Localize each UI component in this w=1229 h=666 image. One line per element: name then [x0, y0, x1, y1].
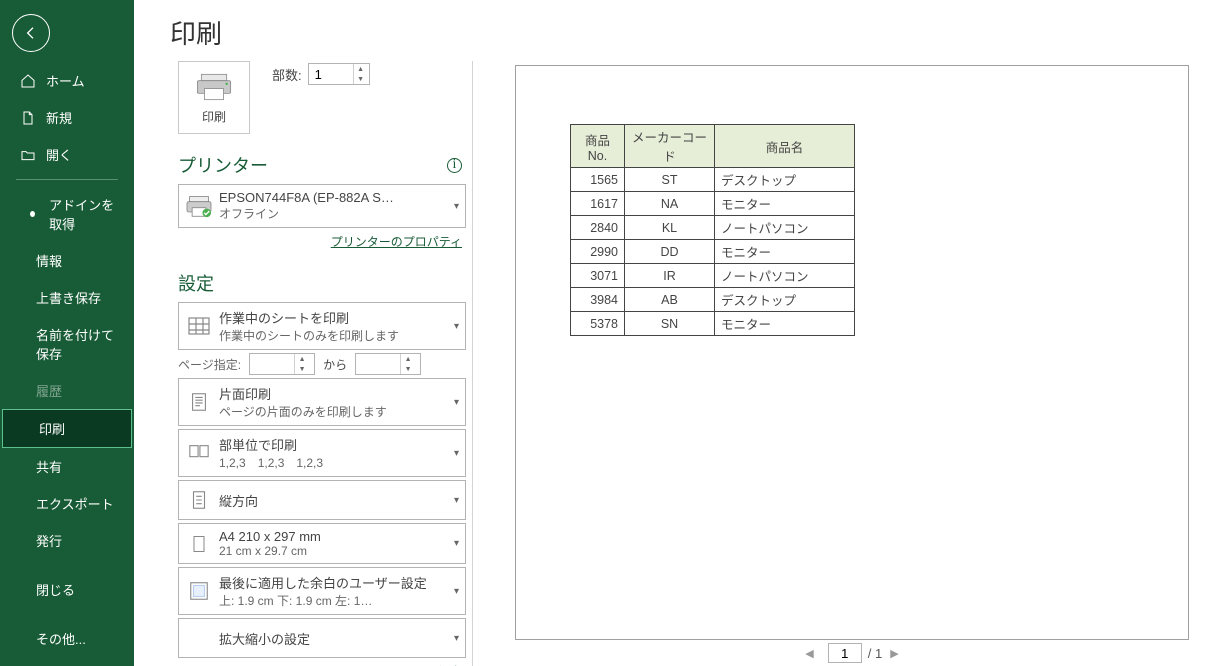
spin-down-icon[interactable]: ▼ [354, 74, 368, 84]
printer-icon [195, 72, 233, 102]
chevron-down-icon: ▾ [454, 586, 459, 597]
sidebar-label: ホーム [46, 71, 85, 90]
sidebar-item-saveas[interactable]: 名前を付けて保存 [0, 316, 134, 372]
content-area: 印刷 印刷 [134, 0, 1229, 666]
preview-table: 商品No.メーカーコード商品名1565STデスクトップ1617NAモニター284… [570, 124, 855, 336]
printer-section-label: プリンター i [178, 152, 470, 178]
sidebar-item-more[interactable]: その他... [0, 620, 134, 657]
sidebar-item-new[interactable]: 新規 [0, 99, 134, 136]
spin-up-icon[interactable]: ▲ [354, 64, 368, 74]
preview-panel: 商品No.メーカーコード商品名1565STデスクトップ1617NAモニター284… [475, 61, 1229, 666]
next-page-icon[interactable]: ▶ [882, 647, 906, 660]
copies-label: 部数: [272, 65, 302, 84]
sidebar-item-close[interactable]: 閉じる [0, 571, 134, 608]
page-from-input[interactable] [250, 354, 294, 374]
sidebar-label: 開く [46, 145, 72, 164]
copies-input[interactable] [309, 64, 353, 84]
printer-name: EPSON744F8A (EP-882A S… [219, 190, 448, 205]
chevron-down-icon: ▾ [454, 321, 459, 332]
duplex-select[interactable]: 片面印刷 ページの片面のみを印刷します ▾ [178, 378, 466, 426]
sidebar-item-save[interactable]: 上書き保存 [0, 279, 134, 316]
sidebar-item-export[interactable]: エクスポート [0, 485, 134, 522]
paper-size-select[interactable]: A4 210 x 297 mm 21 cm x 29.7 cm ▾ [178, 523, 466, 564]
paper-icon [185, 530, 213, 558]
sidebar-label: 新規 [46, 108, 72, 127]
orientation-select[interactable]: 縦方向 ▾ [178, 480, 466, 520]
page-total: / 1 [868, 646, 882, 661]
printer-properties-link[interactable]: プリンターのプロパティ [331, 235, 462, 249]
chevron-down-icon: ▾ [454, 448, 459, 459]
page-to-spinbox[interactable]: ▲▼ [355, 353, 421, 375]
printer-select[interactable]: EPSON744F8A (EP-882A S… オフライン ▾ [178, 184, 466, 228]
chevron-down-icon: ▾ [454, 397, 459, 408]
back-button[interactable] [12, 14, 50, 52]
printer-status: オフライン [219, 205, 448, 222]
page-to-input[interactable] [356, 354, 400, 374]
copies-spinbox[interactable]: ▲▼ [308, 63, 370, 85]
chevron-down-icon: ▾ [454, 495, 459, 506]
chevron-down-icon: ▾ [454, 538, 459, 549]
scaling-select[interactable]: 拡大縮小の設定 ▾ [178, 618, 466, 658]
sidebar-item-info[interactable]: 情報 [0, 242, 134, 279]
prev-page-icon[interactable]: ◀ [797, 647, 821, 660]
backstage-sidebar: ホーム 新規 開く アドインを取得 情報 上書き保存 名前を付けて保存 履歴 印… [0, 0, 134, 666]
sidebar-item-print[interactable]: 印刷 [2, 409, 132, 448]
margin-select[interactable]: 最後に適用した余白のユーザー設定 上: 1.9 cm 下: 1.9 cm 左: … [178, 567, 466, 615]
printer-online-icon [185, 192, 213, 220]
page-range-label: ページ指定: [178, 356, 241, 373]
chevron-down-icon: ▾ [454, 633, 459, 644]
pager: ◀ / 1 ▶ [475, 640, 1229, 666]
sidebar-item-open[interactable]: 開く [0, 136, 134, 173]
sidebar-item-addins[interactable]: アドインを取得 [0, 186, 134, 242]
collate-select[interactable]: 部単位で印刷 1,2,3 1,2,3 1,2,3 ▾ [178, 429, 466, 477]
page-title: 印刷 [134, 0, 1229, 61]
margin-icon [185, 577, 213, 605]
blank-icon [185, 624, 213, 652]
print-button[interactable]: 印刷 [178, 61, 250, 134]
print-settings-panel: 印刷 部数: ▲▼ プリンター i [170, 61, 470, 666]
print-scope-select[interactable]: 作業中のシートを印刷 作業中のシートのみを印刷します ▾ [178, 302, 466, 350]
collate-icon [185, 439, 213, 467]
page-number-input[interactable] [828, 643, 862, 663]
chevron-down-icon: ▾ [454, 201, 459, 212]
page-from-spinbox[interactable]: ▲▼ [249, 353, 315, 375]
page-range-row: ページ指定: ▲▼ から ▲▼ [178, 353, 466, 375]
sidebar-item-publish[interactable]: 発行 [0, 522, 134, 559]
preview-page: 商品No.メーカーコード商品名1565STデスクトップ1617NAモニター284… [515, 65, 1189, 640]
sidebar-item-home[interactable]: ホーム [0, 62, 134, 99]
settings-section-label: 設定 [178, 270, 470, 296]
sidebar-item-share[interactable]: 共有 [0, 448, 134, 485]
page-icon [185, 388, 213, 416]
sidebar-item-history: 履歴 [0, 372, 134, 409]
portrait-icon [185, 486, 213, 514]
page-range-to: から [323, 356, 347, 373]
info-icon[interactable]: i [447, 158, 462, 173]
print-button-label: 印刷 [202, 108, 226, 125]
sheet-icon [185, 312, 213, 340]
